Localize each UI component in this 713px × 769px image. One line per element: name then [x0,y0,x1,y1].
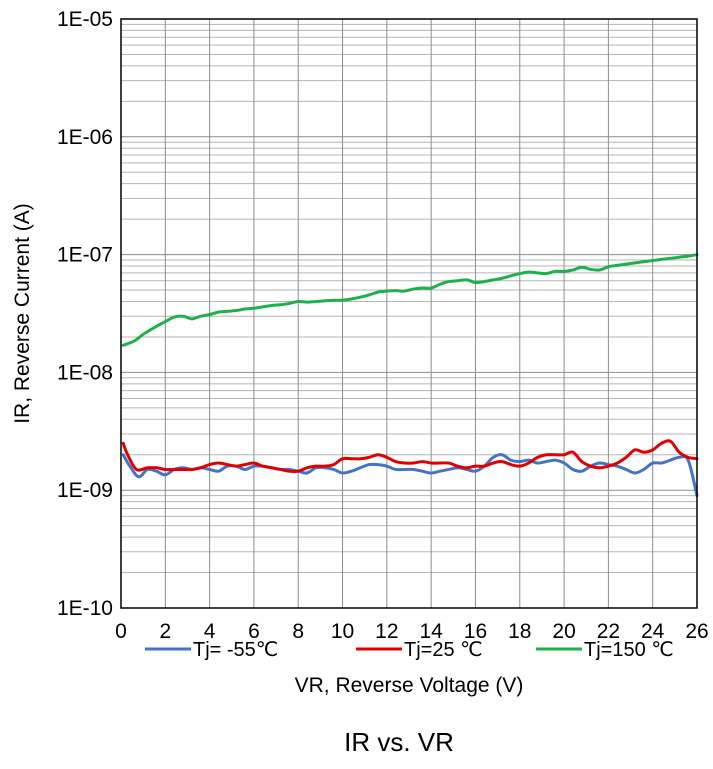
y-tick-label: 1E-06 [57,126,113,149]
y-tick-label: 1E-10 [57,597,113,620]
chart-title: IR vs. VR [344,727,454,757]
y-axis-tick-labels: 1E-10 1E-09 1E-08 1E-07 1E-06 1E-05 [57,8,113,620]
x-tick-label: 2 [159,620,171,643]
minor-horizontal-gridlines [121,23,697,574]
x-tick-label: 24 [641,620,665,643]
x-tick-label: 26 [685,620,708,643]
x-axis-tick-labels: 0 2 4 6 8 10 12 14 16 18 20 22 24 26 [115,620,709,643]
x-tick-label: 10 [331,620,354,643]
y-tick-label: 1E-05 [57,8,113,31]
x-axis-title: VR, Reverse Voltage (V) [295,674,524,697]
y-tick-label: 1E-09 [57,479,113,502]
x-tick-label: 4 [204,620,216,643]
series-line-tj-25 [121,439,699,474]
series-line-tj-150 [121,253,699,347]
y-axis-title: IR, Reverse Current (A) [11,203,34,424]
series-lines [121,253,699,498]
x-tick-label: 14 [419,620,443,643]
legend-entry-tj-25: Tj=25 ℃ [404,639,483,661]
legend: Tj= -55℃ Tj=25 ℃ Tj=150 ℃ [145,639,674,661]
x-tick-label: 18 [508,620,531,643]
y-tick-label: 1E-07 [57,244,113,267]
x-tick-label: 22 [597,620,620,643]
x-tick-label: 16 [464,620,487,643]
y-tick-label: 1E-08 [57,361,113,384]
series-line-tj-minus-55 [121,453,699,498]
x-tick-label: 20 [552,620,575,643]
x-tick-label: 8 [292,620,304,643]
plot-area-frame [120,18,698,609]
legend-entry-tj-150: Tj=150 ℃ [584,639,674,661]
x-tick-label: 6 [248,620,260,643]
x-tick-label: 0 [115,620,127,643]
legend-entry-tj-minus-55: Tj= -55℃ [193,639,278,661]
x-tick-label: 12 [375,620,398,643]
